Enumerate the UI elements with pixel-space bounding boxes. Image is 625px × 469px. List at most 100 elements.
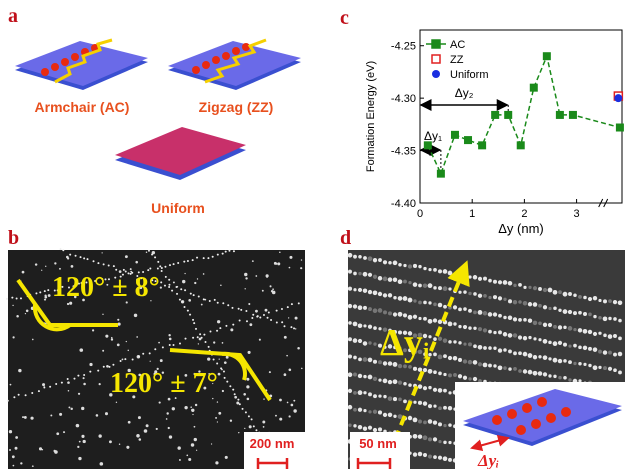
legend-symbol: [432, 70, 440, 78]
legend-symbol: [432, 55, 440, 63]
texture-dot: [593, 365, 598, 370]
zz-model: [168, 40, 301, 90]
texture-dot: [608, 317, 611, 320]
texture-dot: [222, 342, 224, 344]
texture-dot: [478, 310, 483, 315]
texture-dot: [423, 368, 427, 372]
texture-dot: [135, 261, 138, 264]
texture-dot: [418, 401, 422, 405]
texture-dot: [558, 325, 562, 329]
texture-dot: [126, 341, 127, 342]
texture-dot: [613, 353, 617, 357]
texture-dot: [243, 393, 246, 396]
texture-dot: [24, 416, 27, 419]
texture-dot: [236, 402, 239, 405]
texture-dot: [238, 432, 239, 433]
texture-dot: [443, 269, 448, 274]
texture-dot: [448, 271, 453, 276]
texture-dot: [87, 258, 89, 260]
texture-dot: [15, 436, 18, 439]
texture-dot: [533, 371, 538, 376]
texture-dot: [478, 277, 482, 281]
texture-dot: [593, 332, 597, 336]
texture-dot: [563, 359, 567, 363]
texture-dot: [184, 289, 186, 291]
texture-dot: [239, 403, 241, 405]
texture-dot: [578, 362, 581, 365]
model-label: Armchair (AC): [35, 99, 130, 115]
texture-dot: [205, 341, 207, 343]
texture-dot: [50, 414, 52, 416]
texture-dot: [209, 300, 211, 302]
texture-dot: [468, 292, 471, 295]
texture-dot: [248, 415, 250, 417]
texture-dot: [218, 412, 221, 415]
texture-dot: [246, 385, 249, 388]
texture-dot: [373, 428, 377, 432]
texture-dot: [289, 415, 291, 417]
texture-dot: [503, 332, 507, 336]
texture-dot: [168, 427, 170, 429]
texture-dot: [183, 261, 185, 263]
texture-dot: [191, 409, 194, 412]
texture-dot: [293, 409, 296, 412]
texture-dot: [358, 425, 362, 429]
texture-dot: [70, 408, 72, 410]
texture-dot: [291, 404, 294, 407]
texture-dot: [130, 268, 132, 270]
texture-dot: [269, 371, 271, 373]
texture-dot: [493, 280, 497, 284]
texture-dot: [503, 366, 507, 370]
texture-dot: [139, 438, 142, 441]
texture-dot: [598, 350, 602, 354]
texture-dot: [209, 331, 211, 333]
texture-dot: [83, 377, 85, 379]
texture-dot: [393, 397, 397, 401]
texture-dot: [428, 301, 431, 304]
texture-dot: [473, 344, 477, 348]
texture-dot: [388, 261, 392, 265]
texture-dot: [30, 417, 33, 420]
texture-dot: [277, 262, 280, 265]
texture-dot: [588, 364, 591, 367]
texture-dot: [468, 275, 471, 278]
legend-label: AC: [450, 39, 465, 51]
texture-dot: [598, 366, 601, 369]
texture-dot: [132, 358, 134, 360]
texture-dot: [249, 323, 252, 326]
texture-dot: [289, 267, 291, 269]
texture-dot: [373, 290, 378, 295]
texture-dot: [259, 339, 261, 341]
texture-dot: [443, 456, 448, 461]
texture-dot: [543, 372, 547, 376]
texture-dot: [122, 359, 124, 361]
texture-dot: [188, 299, 191, 302]
texture-dot: [111, 337, 113, 339]
texture-dot: [483, 294, 487, 298]
texture-dot: [212, 256, 214, 258]
texture-dot: [255, 275, 257, 277]
texture-dot: [128, 350, 129, 351]
texture-dot: [513, 367, 517, 371]
texture-dot: [164, 285, 166, 287]
texture-dot: [47, 289, 49, 291]
texture-dot: [528, 336, 531, 339]
texture-dot: [20, 297, 22, 299]
texture-dot: [18, 369, 21, 372]
figure: a Armchair (AC) Zigzag (ZZ) Uniform c -4…: [0, 0, 625, 469]
texture-dot: [173, 263, 175, 265]
texture-dot: [463, 307, 467, 311]
texture-dot: [518, 300, 522, 304]
texture-dot: [393, 415, 396, 418]
texture-dot: [298, 302, 300, 304]
texture-dot: [45, 266, 46, 267]
texture-dot: [262, 290, 264, 292]
texture-dot: [192, 414, 193, 415]
texture-dot: [244, 428, 245, 429]
texture-dot: [373, 394, 377, 398]
texture-dot: [363, 375, 366, 378]
texture-dot: [523, 318, 527, 322]
texture-dot: [12, 455, 15, 458]
texture-dot: [553, 290, 558, 295]
texture-dot: [463, 343, 466, 346]
